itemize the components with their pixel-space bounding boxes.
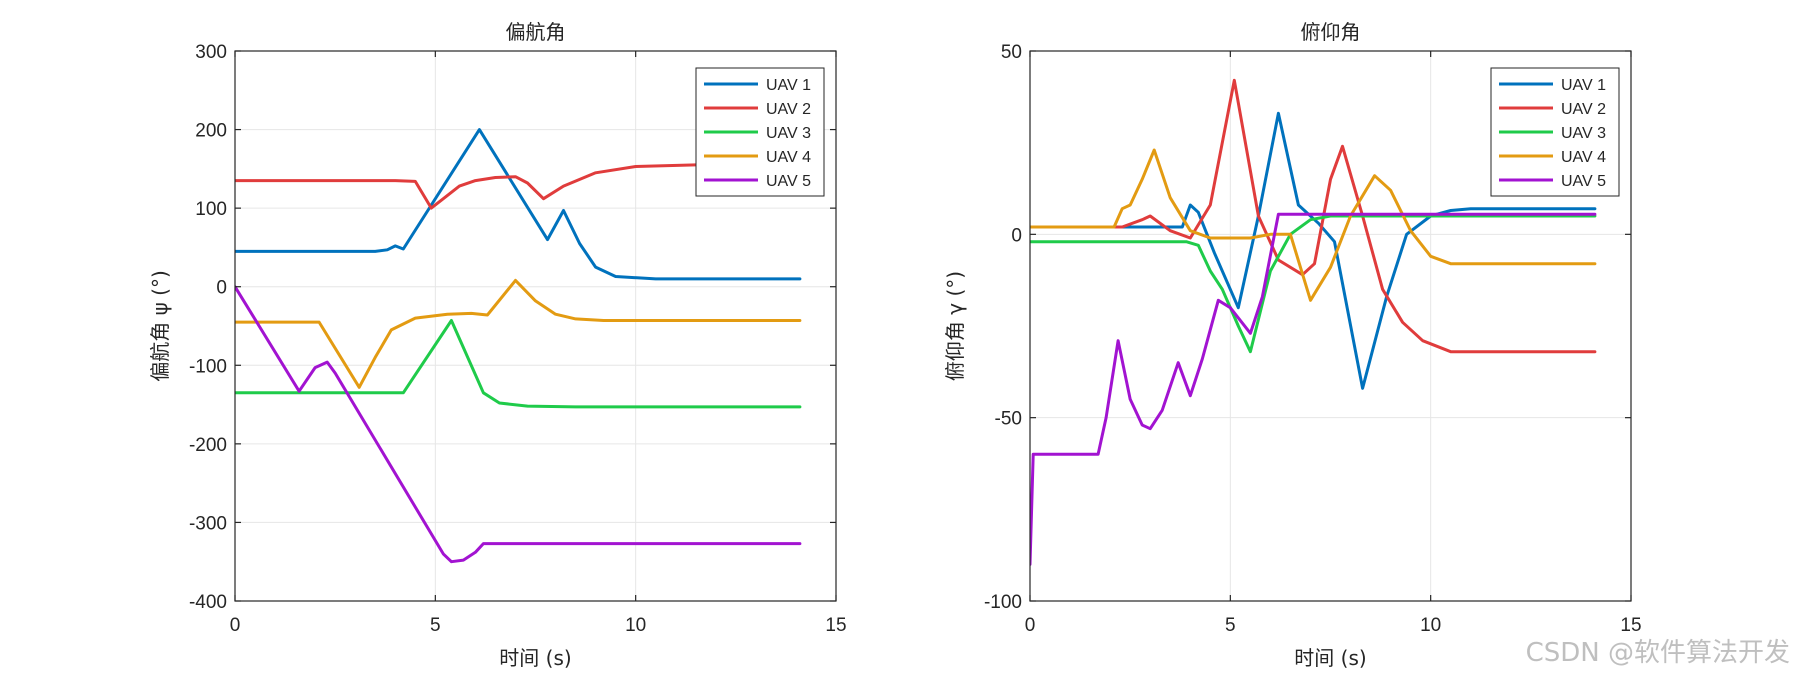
legend-label-uav-5: UAV 5 bbox=[766, 173, 811, 190]
y-tick-label: 100 bbox=[195, 199, 227, 220]
legend-label-uav-3: UAV 3 bbox=[1561, 125, 1606, 142]
x-tick-label: 5 bbox=[1225, 615, 1236, 636]
series-line-uav-3 bbox=[235, 319, 802, 409]
legend-label-uav-4: UAV 4 bbox=[766, 149, 811, 166]
series-line-uav-4 bbox=[1030, 148, 1597, 302]
x-tick-label: 10 bbox=[1420, 615, 1441, 636]
series-line-uav-2 bbox=[1030, 78, 1597, 354]
y-tick-label: -200 bbox=[189, 435, 227, 456]
legend-label-uav-5: UAV 5 bbox=[1561, 173, 1606, 190]
x-tick-label: 15 bbox=[1620, 615, 1641, 636]
y-tick-label: -100 bbox=[189, 356, 227, 377]
x-tick-label: 15 bbox=[825, 615, 846, 636]
series-line-uav-5 bbox=[235, 285, 802, 564]
x-tick-label: 5 bbox=[430, 615, 441, 636]
y-tick-label: 300 bbox=[195, 42, 227, 63]
series-line-uav-3 bbox=[1030, 214, 1597, 354]
axes-box bbox=[234, 50, 837, 602]
watermark: CSDN @软件算法开发 bbox=[1525, 638, 1790, 668]
y-tick-label: -400 bbox=[189, 592, 227, 613]
legend-label-uav-2: UAV 2 bbox=[1561, 101, 1606, 118]
x-tick-label: 10 bbox=[625, 615, 646, 636]
y-tick-label: 0 bbox=[216, 278, 227, 299]
legend-label-uav-4: UAV 4 bbox=[1561, 149, 1606, 166]
y-tick-label: -300 bbox=[189, 513, 227, 534]
y-axis-label: 俯仰角 γ (°) bbox=[943, 271, 967, 381]
legend: UAV 1 UAV 2 UAV 3 UAV 4 UAV 5 bbox=[1490, 67, 1620, 197]
series-line-uav-5 bbox=[1030, 212, 1597, 566]
series-line-uav-2 bbox=[235, 163, 802, 210]
x-axis-label: 时间 (s) bbox=[1294, 646, 1366, 670]
legend: UAV 1 UAV 2 UAV 3 UAV 4 UAV 5 bbox=[695, 67, 825, 197]
x-tick-label: 0 bbox=[230, 615, 241, 636]
legend-label-uav-2: UAV 2 bbox=[766, 101, 811, 118]
y-tick-label: 200 bbox=[195, 121, 227, 142]
y-tick-label: -100 bbox=[984, 592, 1022, 613]
legend-label-uav-1: UAV 1 bbox=[766, 77, 811, 94]
y-tick-label: 0 bbox=[1011, 225, 1022, 246]
y-tick-label: 50 bbox=[1001, 42, 1022, 63]
y-axis-label: 偏航角 ψ (°) bbox=[148, 270, 172, 382]
chart-title: 俯仰角 bbox=[1301, 20, 1361, 44]
series-line-uav-4 bbox=[235, 278, 802, 389]
chart-title: 偏航角 bbox=[506, 20, 566, 44]
series-line-uav-1 bbox=[235, 128, 802, 281]
x-tick-label: 0 bbox=[1025, 615, 1036, 636]
legend-label-uav-1: UAV 1 bbox=[1561, 77, 1606, 94]
legend-label-uav-3: UAV 3 bbox=[766, 125, 811, 142]
axes-box bbox=[1029, 50, 1632, 602]
x-axis-label: 时间 (s) bbox=[499, 646, 571, 670]
y-tick-label: -50 bbox=[995, 409, 1022, 430]
